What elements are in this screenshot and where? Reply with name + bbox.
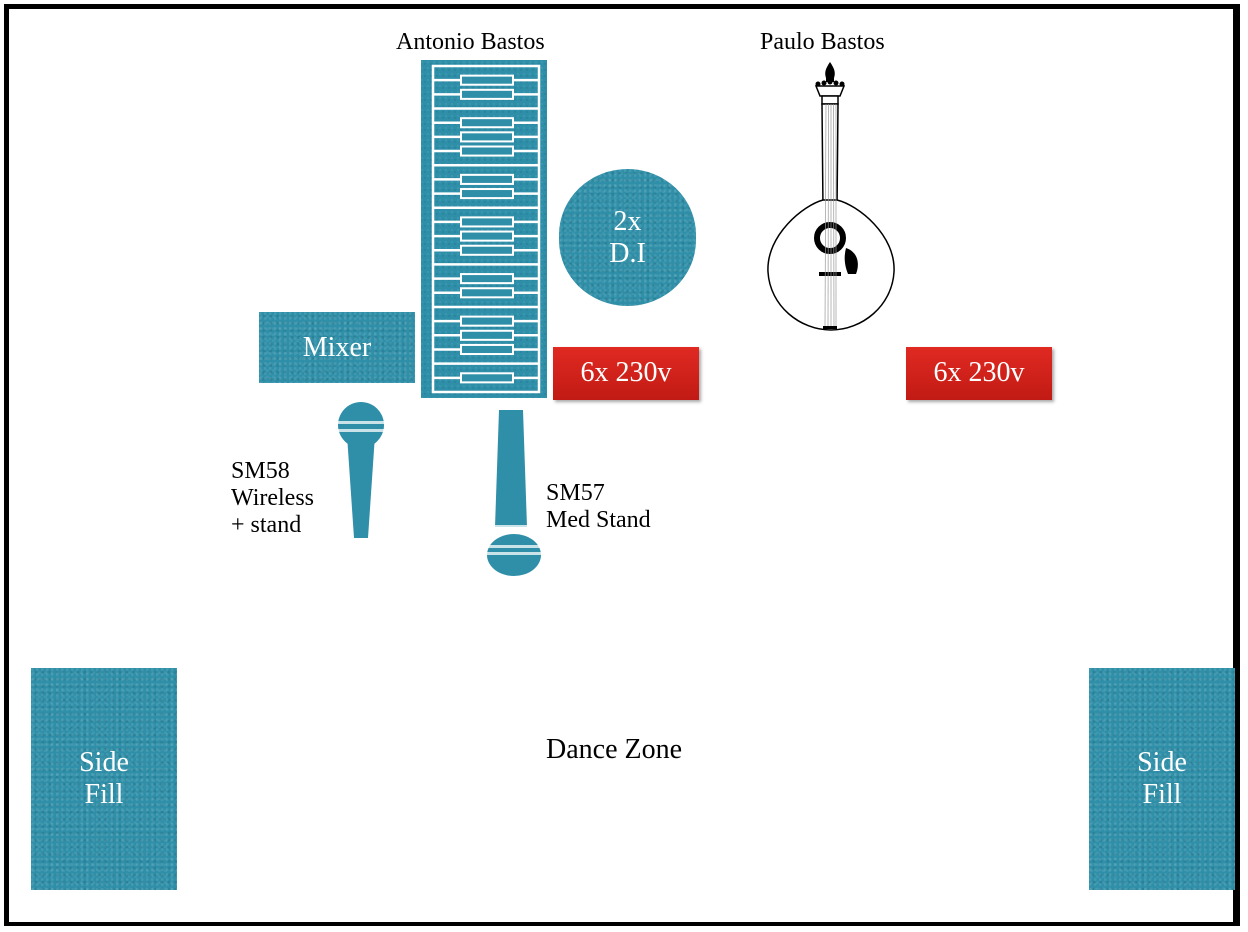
- sm58-label-line1: SM58: [231, 458, 290, 484]
- side-fill-right-line2: Fill: [1142, 779, 1182, 810]
- sm57-label-line1: SM57: [546, 480, 605, 506]
- side-fill-left-line1: Side: [79, 747, 129, 778]
- di-box-line1: 2x: [613, 205, 642, 237]
- mixer: Mixer: [259, 312, 415, 383]
- di-box: 2x D.I: [559, 169, 696, 306]
- dance-zone-label: Dance Zone: [546, 734, 683, 765]
- di-box-line2: D.I: [609, 237, 646, 269]
- side-fill-left: Side Fill: [31, 668, 177, 890]
- stage-plot-frame: [4, 4, 1240, 926]
- sm58-label: SM58 Wireless + stand: [231, 458, 314, 539]
- side-fill-right-line1: Side: [1137, 747, 1187, 778]
- microphone-icon: [485, 409, 543, 577]
- sm58-label-line2: Wireless: [231, 485, 315, 511]
- microphone-icon: [336, 401, 386, 539]
- keyboard-icon: [421, 60, 547, 398]
- sm58-label-line3: + stand: [231, 512, 302, 538]
- keyboard-player-label: Antonio Bastos: [396, 29, 545, 55]
- side-fill-right: Side Fill: [1089, 668, 1235, 890]
- sm57-label-line2: Med Stand: [546, 507, 651, 533]
- power-outlets-left: 6x 230v: [553, 347, 699, 400]
- power-outlets-right-label: 6x 230v: [933, 357, 1025, 388]
- power-outlets-right: 6x 230v: [906, 347, 1052, 400]
- sm57-label: SM57 Med Stand: [546, 480, 651, 534]
- side-fill-left-line2: Fill: [84, 779, 124, 810]
- portuguese-guitar-icon: [764, 60, 898, 332]
- mixer-label: Mixer: [302, 331, 372, 363]
- guitar-player-label: Paulo Bastos: [760, 29, 885, 55]
- power-outlets-left-label: 6x 230v: [580, 357, 672, 388]
